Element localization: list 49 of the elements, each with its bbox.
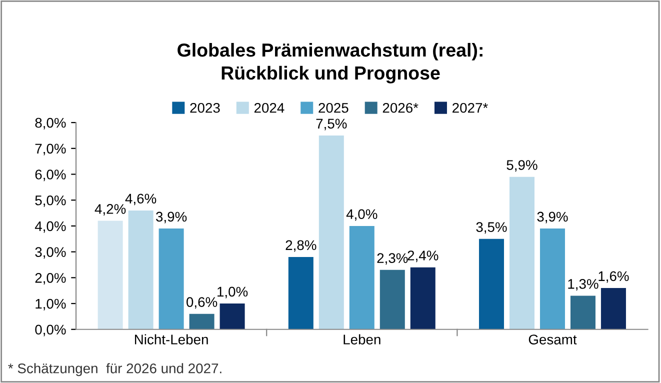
data-label: 4,6% <box>125 194 156 206</box>
legend-label: 2025 <box>318 102 348 113</box>
y-tick-label: 2,0% <box>35 273 66 284</box>
data-label: 4,2% <box>94 204 126 216</box>
data-label: 3,9% <box>156 212 187 224</box>
y-tick-label: 0,0% <box>35 324 66 336</box>
bar <box>600 288 626 330</box>
chart-title: Globales Prämienwachstum (real): Rückblick und Prognose <box>178 42 482 84</box>
bar <box>98 220 123 330</box>
bar <box>318 135 344 330</box>
data-label: 4,0% <box>346 209 378 221</box>
legend-label: 2027* <box>452 102 488 113</box>
bar <box>128 210 154 330</box>
data-label: 3,9% <box>537 212 568 224</box>
bar <box>380 270 405 330</box>
bar <box>509 176 534 330</box>
bar <box>349 226 374 330</box>
x-tick-label: Nicht-Leben <box>135 334 208 344</box>
y-tick-label: 6,0% <box>35 170 66 182</box>
data-label: 5,9% <box>506 160 538 172</box>
y-tick-label: 4,0% <box>34 221 66 233</box>
text: * Schätzungen für 2026 und 2027. <box>8 363 222 376</box>
data-label: 1,6% <box>598 271 629 283</box>
data-label: 1,0% <box>218 286 248 298</box>
bar <box>288 256 314 330</box>
bar <box>570 296 596 330</box>
data-label: 2,3% <box>377 253 408 265</box>
legend-label: 2026* <box>382 102 418 113</box>
data-label: 1,3% <box>568 279 598 290</box>
y-tick-label: 1,0% <box>36 298 66 310</box>
x-tick-label: Leben <box>344 334 380 344</box>
bar <box>410 267 436 330</box>
data-label: 2,4% <box>408 250 438 262</box>
y-tick-label: 7,0% <box>35 144 66 156</box>
bar <box>478 238 504 330</box>
data-label: 7,5% <box>316 118 347 130</box>
x-tick-label: Gesamt <box>528 334 577 344</box>
y-tick-label: 3,0% <box>35 247 66 259</box>
legend-label: 2023 <box>190 102 220 113</box>
data-label: 2,8% <box>286 240 316 252</box>
bar <box>189 314 214 330</box>
y-tick-label: 8,0% <box>35 118 66 130</box>
y-tick-label: 5,0% <box>35 195 66 207</box>
bar <box>540 228 565 330</box>
bar <box>158 228 184 330</box>
bar <box>220 304 245 330</box>
legend-label: 2024 <box>254 102 284 113</box>
data-label: 0,6% <box>186 297 218 309</box>
data-label: 3,5% <box>476 222 507 234</box>
